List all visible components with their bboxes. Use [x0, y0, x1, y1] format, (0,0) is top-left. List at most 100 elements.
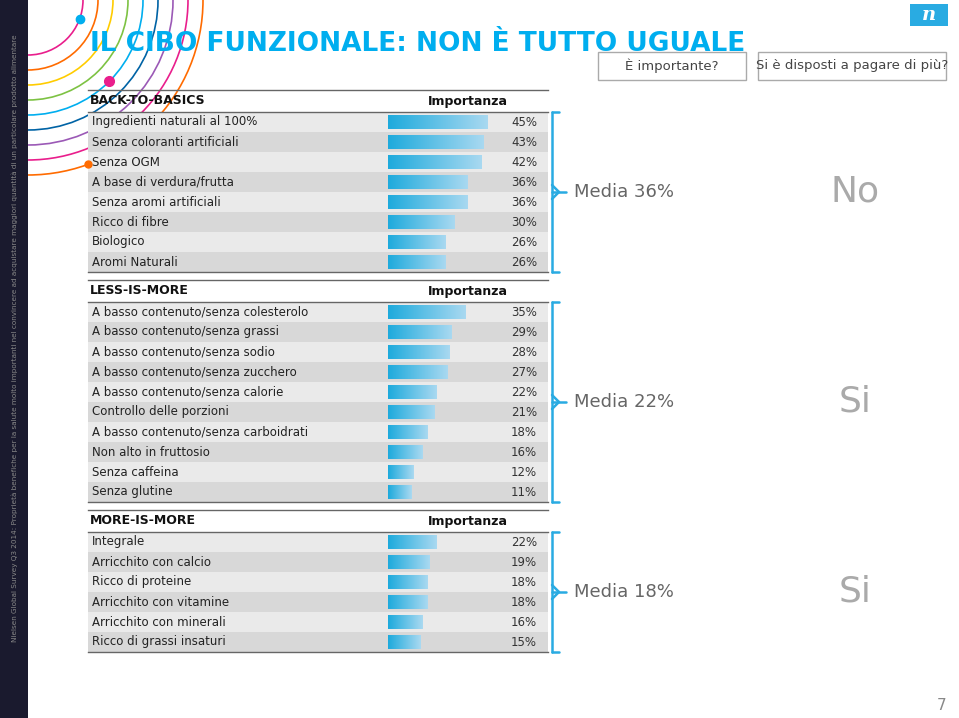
Text: Arricchito con vitamine: Arricchito con vitamine: [92, 595, 229, 608]
Bar: [406, 615, 407, 629]
Bar: [400, 195, 401, 209]
Text: 42%: 42%: [511, 156, 537, 169]
Bar: [472, 135, 473, 149]
Bar: [434, 235, 435, 249]
Bar: [390, 635, 391, 649]
Bar: [434, 195, 435, 209]
Bar: [399, 115, 400, 129]
Text: Senza OGM: Senza OGM: [92, 156, 160, 169]
Bar: [431, 215, 432, 229]
Bar: [425, 195, 426, 209]
Bar: [417, 555, 418, 569]
Bar: [420, 115, 421, 129]
Bar: [403, 155, 404, 169]
Bar: [435, 115, 436, 129]
Bar: [396, 345, 397, 359]
Bar: [405, 325, 406, 339]
Bar: [398, 255, 399, 269]
Bar: [390, 425, 391, 439]
Text: A basso contenuto/senza carboidrati: A basso contenuto/senza carboidrati: [92, 426, 308, 439]
Bar: [406, 444, 407, 460]
Bar: [411, 345, 412, 359]
Bar: [443, 325, 444, 339]
Bar: [459, 174, 460, 190]
Bar: [403, 135, 404, 149]
Bar: [473, 155, 474, 169]
Bar: [428, 115, 429, 129]
Bar: [88, 382, 548, 402]
Text: Media 22%: Media 22%: [574, 393, 674, 411]
Bar: [445, 255, 446, 269]
Bar: [437, 174, 438, 190]
Bar: [444, 135, 445, 149]
Bar: [417, 615, 418, 629]
Bar: [393, 305, 394, 320]
Bar: [388, 575, 389, 589]
Bar: [424, 115, 425, 129]
Bar: [426, 155, 427, 169]
Bar: [413, 385, 414, 399]
Bar: [88, 482, 548, 502]
Bar: [417, 345, 418, 359]
Bar: [415, 555, 416, 569]
Bar: [415, 305, 416, 320]
Bar: [414, 174, 415, 190]
Bar: [474, 155, 475, 169]
Bar: [406, 385, 407, 399]
Bar: [431, 405, 432, 419]
Bar: [413, 535, 414, 549]
Bar: [428, 215, 429, 229]
Bar: [477, 115, 478, 129]
Bar: [417, 635, 418, 649]
Bar: [402, 305, 403, 320]
Bar: [424, 255, 425, 269]
Bar: [388, 635, 389, 649]
Bar: [405, 195, 406, 209]
Bar: [450, 135, 451, 149]
Bar: [433, 155, 434, 169]
Bar: [439, 174, 440, 190]
Bar: [391, 305, 392, 320]
Bar: [421, 215, 422, 229]
Bar: [448, 325, 449, 339]
Bar: [432, 255, 433, 269]
Bar: [411, 195, 412, 209]
Bar: [405, 365, 406, 379]
Text: A basso contenuto/senza sodio: A basso contenuto/senza sodio: [92, 345, 275, 358]
Bar: [396, 485, 397, 499]
Bar: [403, 444, 404, 460]
Text: Senza aromi artificiali: Senza aromi artificiali: [92, 195, 221, 208]
Bar: [411, 575, 412, 589]
Bar: [396, 615, 397, 629]
Bar: [421, 135, 422, 149]
Bar: [403, 115, 404, 129]
Bar: [420, 155, 421, 169]
Bar: [423, 155, 424, 169]
Bar: [392, 635, 393, 649]
Bar: [409, 345, 410, 359]
Bar: [412, 155, 413, 169]
Bar: [388, 405, 389, 419]
Bar: [456, 155, 457, 169]
Bar: [394, 195, 395, 209]
Bar: [402, 135, 403, 149]
Bar: [434, 325, 435, 339]
Bar: [449, 135, 450, 149]
Bar: [401, 615, 402, 629]
Bar: [407, 575, 408, 589]
Bar: [433, 135, 434, 149]
Bar: [412, 535, 413, 549]
Bar: [431, 385, 432, 399]
Bar: [407, 365, 408, 379]
Bar: [408, 575, 409, 589]
Bar: [409, 575, 410, 589]
Bar: [400, 255, 401, 269]
Bar: [395, 255, 396, 269]
Bar: [401, 385, 402, 399]
Bar: [407, 555, 408, 569]
Bar: [416, 305, 417, 320]
Bar: [398, 215, 399, 229]
Bar: [433, 115, 434, 129]
Bar: [417, 425, 418, 439]
Bar: [427, 595, 428, 609]
